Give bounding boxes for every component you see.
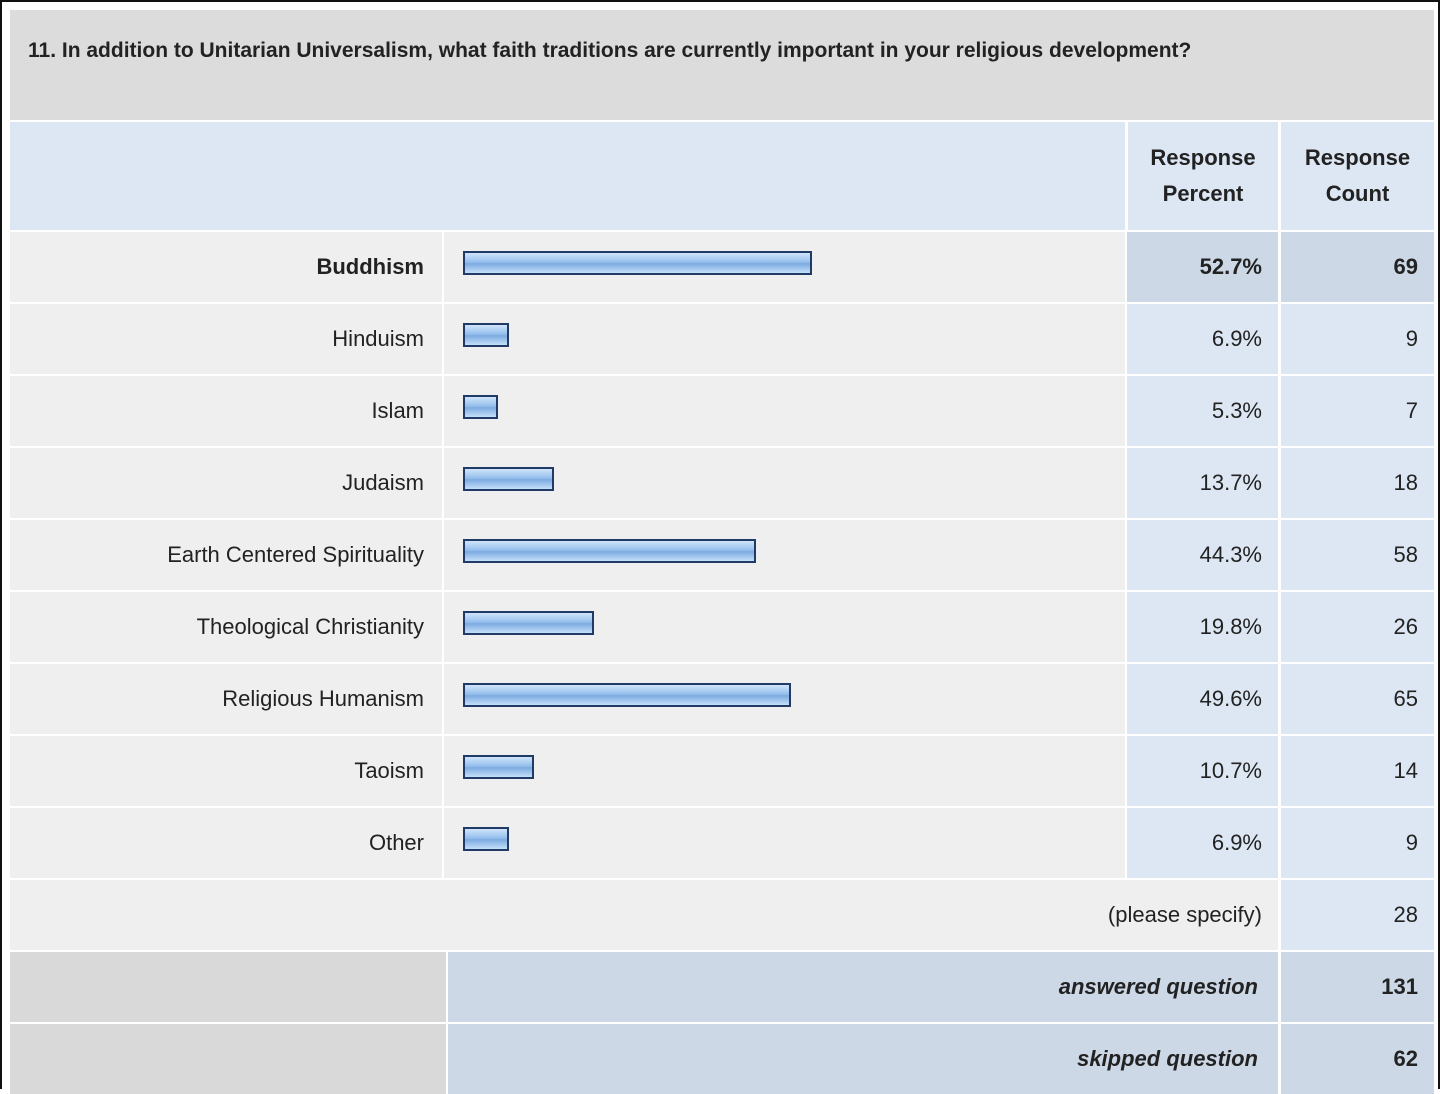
answered-question-count: 131: [1278, 952, 1434, 1022]
response-percent: 44.3%: [1125, 520, 1278, 590]
question-title: 11. In addition to Unitarian Universalis…: [10, 10, 1434, 120]
table-row: Theological Christianity 19.8% 26: [10, 590, 1434, 662]
bar-cell: [446, 232, 1125, 302]
response-percent: 52.7%: [1125, 232, 1278, 302]
response-count: 65: [1278, 664, 1434, 734]
response-percent: 19.8%: [1125, 592, 1278, 662]
response-percent: 10.7%: [1125, 736, 1278, 806]
response-count: 7: [1278, 376, 1434, 446]
bar-cell: [446, 304, 1125, 374]
response-count: 26: [1278, 592, 1434, 662]
category-label: Theological Christianity: [10, 592, 444, 662]
bar: [463, 755, 534, 779]
response-count: 18: [1278, 448, 1434, 518]
table-row: Taoism 10.7% 14: [10, 734, 1434, 806]
category-label: Islam: [10, 376, 444, 446]
bar: [463, 323, 509, 347]
bar: [463, 467, 554, 491]
response-percent: 13.7%: [1125, 448, 1278, 518]
skipped-question-count: 62: [1278, 1024, 1434, 1094]
category-label: Religious Humanism: [10, 664, 444, 734]
category-label: Buddhism: [10, 232, 444, 302]
response-count-header: Response Count: [1278, 122, 1434, 230]
bar-cell: [446, 808, 1125, 878]
category-label: Earth Centered Spirituality: [10, 520, 444, 590]
bar-cell: [446, 376, 1125, 446]
table-row: Judaism 13.7% 18: [10, 446, 1434, 518]
bar: [463, 827, 509, 851]
please-specify-label: (please specify): [1107, 902, 1262, 927]
response-percent: 6.9%: [1125, 304, 1278, 374]
table-row: Religious Humanism 49.6% 65: [10, 662, 1434, 734]
table-row: Other 6.9% 9: [10, 806, 1434, 878]
category-label: Hinduism: [10, 304, 444, 374]
response-percent: 49.6%: [1125, 664, 1278, 734]
bar-cell: [446, 664, 1125, 734]
bar: [463, 251, 812, 275]
table-row: Buddhism 52.7% 69: [10, 230, 1434, 302]
please-specify-row: (please specify) 28: [10, 878, 1434, 950]
response-count: 69: [1278, 232, 1434, 302]
bar: [463, 395, 498, 419]
table-row: Hinduism 6.9% 9: [10, 302, 1434, 374]
bar-cell: [446, 592, 1125, 662]
skipped-question-label: skipped question: [446, 1024, 1278, 1094]
bar-cell: [446, 736, 1125, 806]
bar: [463, 539, 756, 563]
results-table: Buddhism 52.7% 69 Hinduism 6.9% 9 Islam 5.3% 7 Ju…: [10, 230, 1434, 1094]
bar: [463, 611, 594, 635]
response-count: 58: [1278, 520, 1434, 590]
please-specify-count: 28: [1278, 880, 1434, 950]
category-label: Other: [10, 808, 444, 878]
response-percent: 6.9%: [1125, 808, 1278, 878]
response-percent-header: Response Percent: [1125, 122, 1278, 230]
answered-question-label: answered question: [446, 952, 1278, 1022]
category-label: Judaism: [10, 448, 444, 518]
category-label: Taoism: [10, 736, 444, 806]
response-count: 14: [1278, 736, 1434, 806]
table-row: Islam 5.3% 7: [10, 374, 1434, 446]
response-count: 9: [1278, 304, 1434, 374]
table-header: Response Percent Response Count: [10, 120, 1434, 230]
skipped-question-row: skipped question 62: [10, 1022, 1434, 1094]
bar-cell: [446, 520, 1125, 590]
bar-cell: [446, 448, 1125, 518]
answered-question-row: answered question 131: [10, 950, 1434, 1022]
table-row: Earth Centered Spirituality 44.3% 58: [10, 518, 1434, 590]
response-percent: 5.3%: [1125, 376, 1278, 446]
response-count: 9: [1278, 808, 1434, 878]
bar: [463, 683, 791, 707]
